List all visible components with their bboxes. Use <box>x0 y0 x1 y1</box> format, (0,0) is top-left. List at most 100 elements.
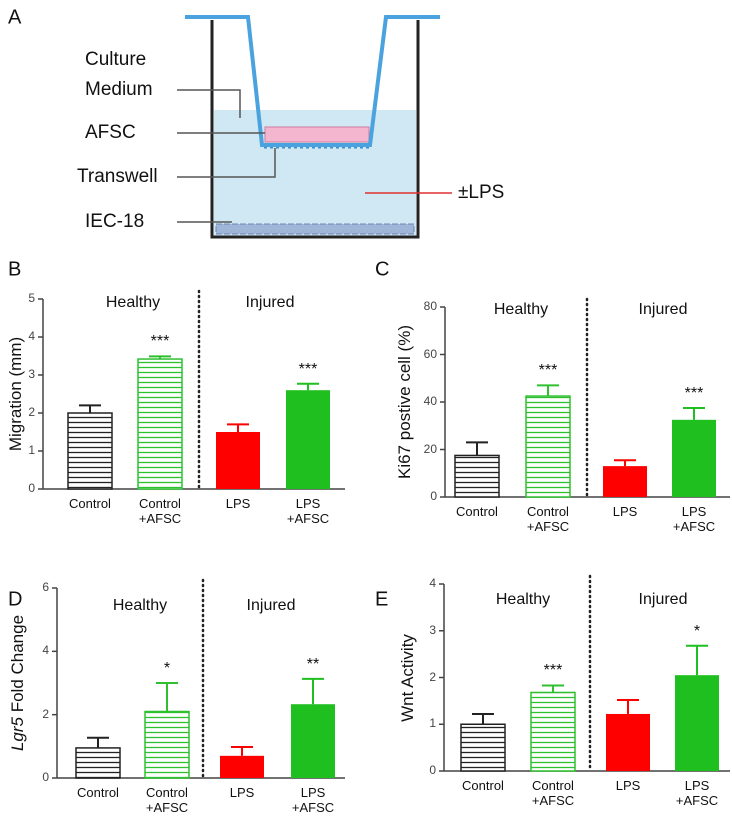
significance: ** <box>306 655 320 673</box>
y-axis-label: Ki67 postive cell (%) <box>395 324 415 480</box>
panel-letter: D <box>8 588 23 611</box>
x-tick-label: Control +AFSC <box>526 504 570 534</box>
significance: *** <box>298 360 318 378</box>
error-bar <box>466 441 488 456</box>
error-bar <box>683 406 705 420</box>
y-tick-label: 0 <box>28 481 35 496</box>
error-bar <box>617 698 639 714</box>
leader-line <box>177 148 276 178</box>
bar <box>672 419 716 497</box>
group-label: Healthy <box>493 300 549 318</box>
x-tick-label: Control +AFSC <box>145 785 189 815</box>
diagram-label: Medium <box>85 79 153 101</box>
bar-hatch <box>76 747 120 778</box>
significance: *** <box>543 662 563 680</box>
error-bar <box>472 712 494 725</box>
afsc-cells <box>264 126 370 143</box>
x-tick-label: LPS +AFSC <box>672 504 716 534</box>
leader-line <box>177 89 241 118</box>
x-tick-label: Control <box>77 785 119 800</box>
y-tick-label: 3 <box>429 622 436 637</box>
diagram-label: IEC-18 <box>85 211 145 233</box>
group-label: Injured <box>638 300 688 318</box>
x-tick-label: LPS +AFSC <box>291 785 335 815</box>
bar-hatch <box>461 724 505 771</box>
bar-hatch <box>455 455 499 497</box>
panel-letter: E <box>375 588 389 611</box>
bar <box>606 713 650 771</box>
group-label: Injured <box>638 590 688 608</box>
error-bar <box>302 677 324 705</box>
bar-hatch <box>526 396 570 497</box>
diagram-label: Culture <box>85 49 147 71</box>
error-bar <box>79 404 101 413</box>
bar-hatch <box>531 692 575 771</box>
y-axis-label: Lgr5 Fold Change <box>8 615 28 751</box>
error-bar <box>156 682 178 712</box>
y-tick-label: 2 <box>28 405 35 420</box>
y-tick-label: 40 <box>423 394 437 409</box>
y-tick-label: 0 <box>42 770 49 785</box>
y-tick-label: 2 <box>429 669 436 684</box>
panel-letter: B <box>8 258 22 281</box>
y-tick-label: 80 <box>423 299 437 314</box>
y-tick-label: 4 <box>28 329 35 344</box>
significance: *** <box>150 333 170 351</box>
group-label: Healthy <box>495 590 551 608</box>
bar <box>603 466 647 497</box>
y-tick-label: 60 <box>423 346 437 361</box>
error-bar <box>231 745 253 756</box>
y-tick-label: 6 <box>42 580 49 595</box>
treatment-label: ±LPS <box>458 182 505 204</box>
x-tick-label: Control <box>462 778 504 793</box>
y-axis-label: Migration (mm) <box>6 336 26 452</box>
panel-letter: C <box>375 258 390 281</box>
y-tick-label: 2 <box>42 706 49 721</box>
bar <box>220 755 264 778</box>
error-bar <box>614 459 636 467</box>
error-bar <box>686 644 708 676</box>
error-bar <box>149 355 171 360</box>
group-label: Healthy <box>112 596 168 614</box>
y-tick-label: 4 <box>42 643 49 658</box>
bar <box>286 390 330 489</box>
y-tick-label: 5 <box>28 291 35 306</box>
x-tick-label: Control +AFSC <box>531 778 575 808</box>
error-bar <box>542 684 564 693</box>
bar-hatch <box>145 711 189 778</box>
significance: *** <box>684 384 704 402</box>
significance: * <box>693 622 701 640</box>
x-tick-label: LPS +AFSC <box>286 496 330 526</box>
significance: * <box>163 659 171 677</box>
bar <box>675 675 719 771</box>
panel-letter: A <box>8 6 22 29</box>
y-tick-label: 1 <box>28 443 35 458</box>
bar-hatch <box>138 359 182 489</box>
x-tick-label: Control <box>456 504 498 519</box>
transwell-diagram <box>177 15 452 239</box>
error-bar <box>537 384 559 397</box>
x-tick-label: LPS <box>225 496 251 511</box>
bar <box>216 432 260 489</box>
y-tick-label: 0 <box>429 763 436 778</box>
iec-cells <box>215 223 415 235</box>
group-label: Injured <box>246 596 296 614</box>
diagram-label: Transwell <box>77 166 158 188</box>
y-axis-label-text: Fold Change <box>8 614 28 718</box>
group-label: Injured <box>245 293 295 311</box>
x-tick-label: LPS <box>612 504 638 519</box>
group-label: Healthy <box>105 293 161 311</box>
y-tick-label: 3 <box>28 367 35 382</box>
x-tick-label: LPS <box>615 778 641 793</box>
y-tick-label: 0 <box>430 489 437 504</box>
x-tick-label: LPS <box>229 785 255 800</box>
y-tick-label: 4 <box>429 576 436 591</box>
y-tick-label: 20 <box>423 441 437 456</box>
bar-hatch <box>68 413 112 489</box>
y-axis-label-italic: Lgr5 <box>8 717 28 752</box>
y-axis-label: Wnt Activity <box>398 633 418 722</box>
x-tick-label: Control +AFSC <box>138 496 182 526</box>
significance: *** <box>538 362 558 380</box>
